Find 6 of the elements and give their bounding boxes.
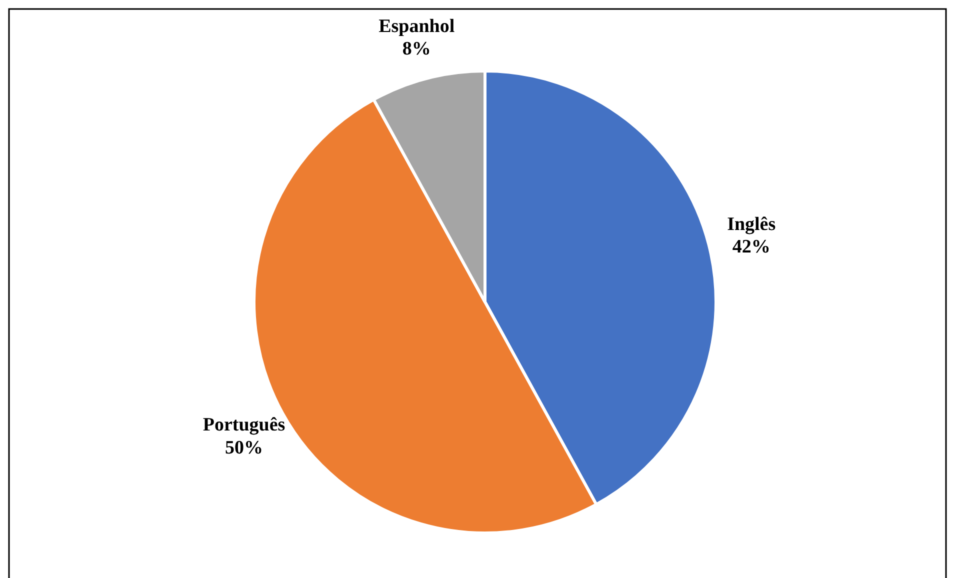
slice-label: Inglês <box>727 214 776 235</box>
data-label: 50% <box>225 437 264 458</box>
slice-label: Espanhol <box>378 16 455 37</box>
data-label: 8% <box>402 38 431 60</box>
data-label: 42% <box>732 236 770 258</box>
slice-label: Português <box>202 414 286 436</box>
